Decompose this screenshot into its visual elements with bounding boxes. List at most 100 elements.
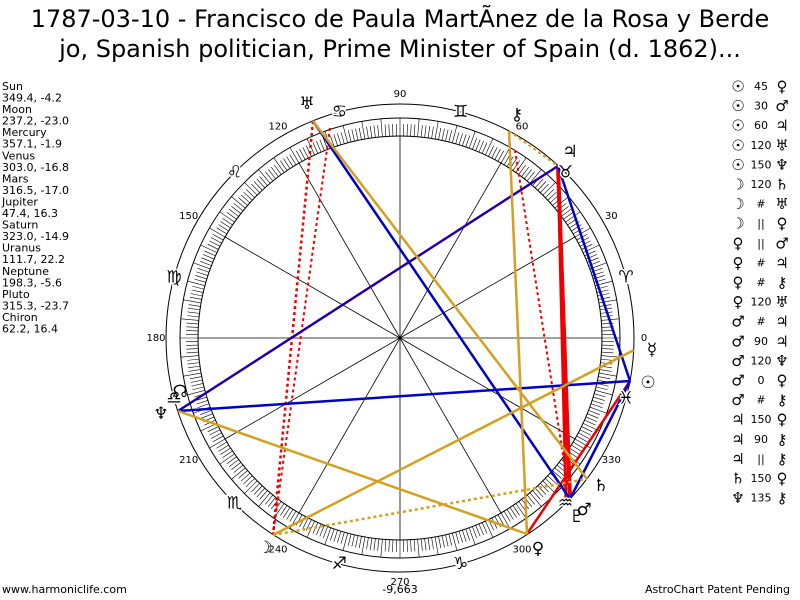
aspect-type: 150 xyxy=(751,413,772,426)
ring-tick xyxy=(220,221,231,229)
ring-tick xyxy=(188,304,201,307)
planet-name: Saturn xyxy=(2,219,38,232)
notice: AstroChart Patent Pending xyxy=(645,583,790,596)
aspect-line xyxy=(272,348,635,537)
ring-tick xyxy=(233,203,244,212)
ring-tick xyxy=(576,435,588,443)
ring-tick xyxy=(347,533,352,546)
ring-tick xyxy=(445,129,449,142)
sign-glyph: ♏ xyxy=(227,493,242,513)
ring-tick xyxy=(594,393,606,398)
degree-label: 150 xyxy=(179,211,198,222)
ring-tick xyxy=(289,510,297,522)
aspect-type: 135 xyxy=(751,492,772,505)
ring-tick xyxy=(188,365,201,369)
ring-tick xyxy=(542,182,556,196)
spoke xyxy=(224,236,401,339)
ring-tick xyxy=(529,169,542,184)
planet-glyph: ♃ xyxy=(562,142,577,162)
aspect-type: # xyxy=(756,315,765,328)
ring-tick xyxy=(219,453,235,465)
spoke xyxy=(399,337,502,514)
ring-tick xyxy=(231,462,242,470)
ring-tick xyxy=(200,244,218,253)
ring-tick xyxy=(194,278,206,283)
ring-tick xyxy=(188,369,201,372)
ring-tick xyxy=(233,464,244,473)
ring-tick xyxy=(600,315,613,318)
planet-name: Sun xyxy=(2,80,23,93)
aspect-line xyxy=(272,477,588,537)
ring-tick xyxy=(427,126,431,139)
ring-tick xyxy=(599,369,612,372)
planet-glyph: ⚷ xyxy=(511,105,523,125)
ring-tick xyxy=(222,218,233,226)
aspect-glyph: ⚷ xyxy=(777,430,788,448)
aspect-glyph: ☉ xyxy=(731,97,744,115)
aspect-type: # xyxy=(756,394,765,407)
ring-tick xyxy=(506,509,514,520)
site-link: www.harmoniclife.com xyxy=(2,583,127,596)
ring-tick xyxy=(571,444,582,452)
ring-tick xyxy=(187,315,200,318)
wheel xyxy=(165,103,635,573)
ring-tick xyxy=(595,389,613,396)
ring-tick xyxy=(302,147,309,159)
ring-tick xyxy=(584,419,596,426)
ring-tick xyxy=(187,280,205,287)
ring-tick xyxy=(283,158,291,169)
aspect-line xyxy=(311,120,572,500)
sign-glyph: ♊ xyxy=(453,102,468,122)
ring-tick xyxy=(572,227,584,235)
ring-tick xyxy=(417,118,420,137)
ring-tick xyxy=(197,403,210,408)
ring-tick xyxy=(361,536,366,555)
ring-tick xyxy=(243,191,253,201)
degree-label: 90 xyxy=(394,89,407,100)
ring-tick xyxy=(377,538,380,551)
planet-position: 323.0, -14.9 xyxy=(2,230,69,243)
ring-tick xyxy=(340,132,345,144)
ring-tick xyxy=(342,125,349,143)
ring-tick xyxy=(361,121,366,140)
aspect-lines xyxy=(177,120,635,537)
aspect-glyph: ♂ xyxy=(731,391,744,409)
ring-tick xyxy=(552,470,562,479)
planet-position: 62.2, 16.4 xyxy=(2,323,58,336)
aspect-glyph: ⚷ xyxy=(777,489,788,507)
ring-tick xyxy=(268,169,276,180)
aspect-glyph: ♃ xyxy=(775,117,788,135)
spoke xyxy=(399,337,576,440)
ring-tick xyxy=(497,514,505,526)
planet-glyph: ♄ xyxy=(593,476,608,496)
ring-tick xyxy=(526,494,535,505)
aspect-line xyxy=(177,165,559,412)
ring-tick xyxy=(204,250,216,257)
ring-tick xyxy=(584,250,596,257)
ring-tick xyxy=(524,169,532,180)
ring-tick xyxy=(369,537,373,550)
aspect-glyph: ☽ xyxy=(731,176,744,194)
sign-glyph: ♑ xyxy=(453,554,468,574)
planet-glyph: ☽ xyxy=(257,538,272,558)
aspect-glyph: ♀ xyxy=(777,411,788,429)
ring-tick xyxy=(273,164,282,175)
title-line: 1787-03-10 - Francisco de Paula MartÃnez… xyxy=(31,3,770,33)
planet-glyph: ♀ xyxy=(532,539,544,559)
ring-tick xyxy=(305,145,312,157)
ring-tick xyxy=(579,240,591,247)
ring-tick xyxy=(529,492,542,507)
ring-tick xyxy=(388,539,390,552)
ring-tick xyxy=(193,262,211,270)
ring-tick xyxy=(187,362,200,365)
aspect-line xyxy=(508,130,559,167)
ring-tick xyxy=(427,537,431,550)
ring-tick xyxy=(188,307,201,311)
ring-tick xyxy=(462,134,467,146)
planet-name: Moon xyxy=(2,103,32,116)
ring-tick xyxy=(220,447,231,455)
ring-tick xyxy=(226,456,237,465)
ring-tick xyxy=(601,351,614,354)
ring-tick xyxy=(280,505,288,516)
